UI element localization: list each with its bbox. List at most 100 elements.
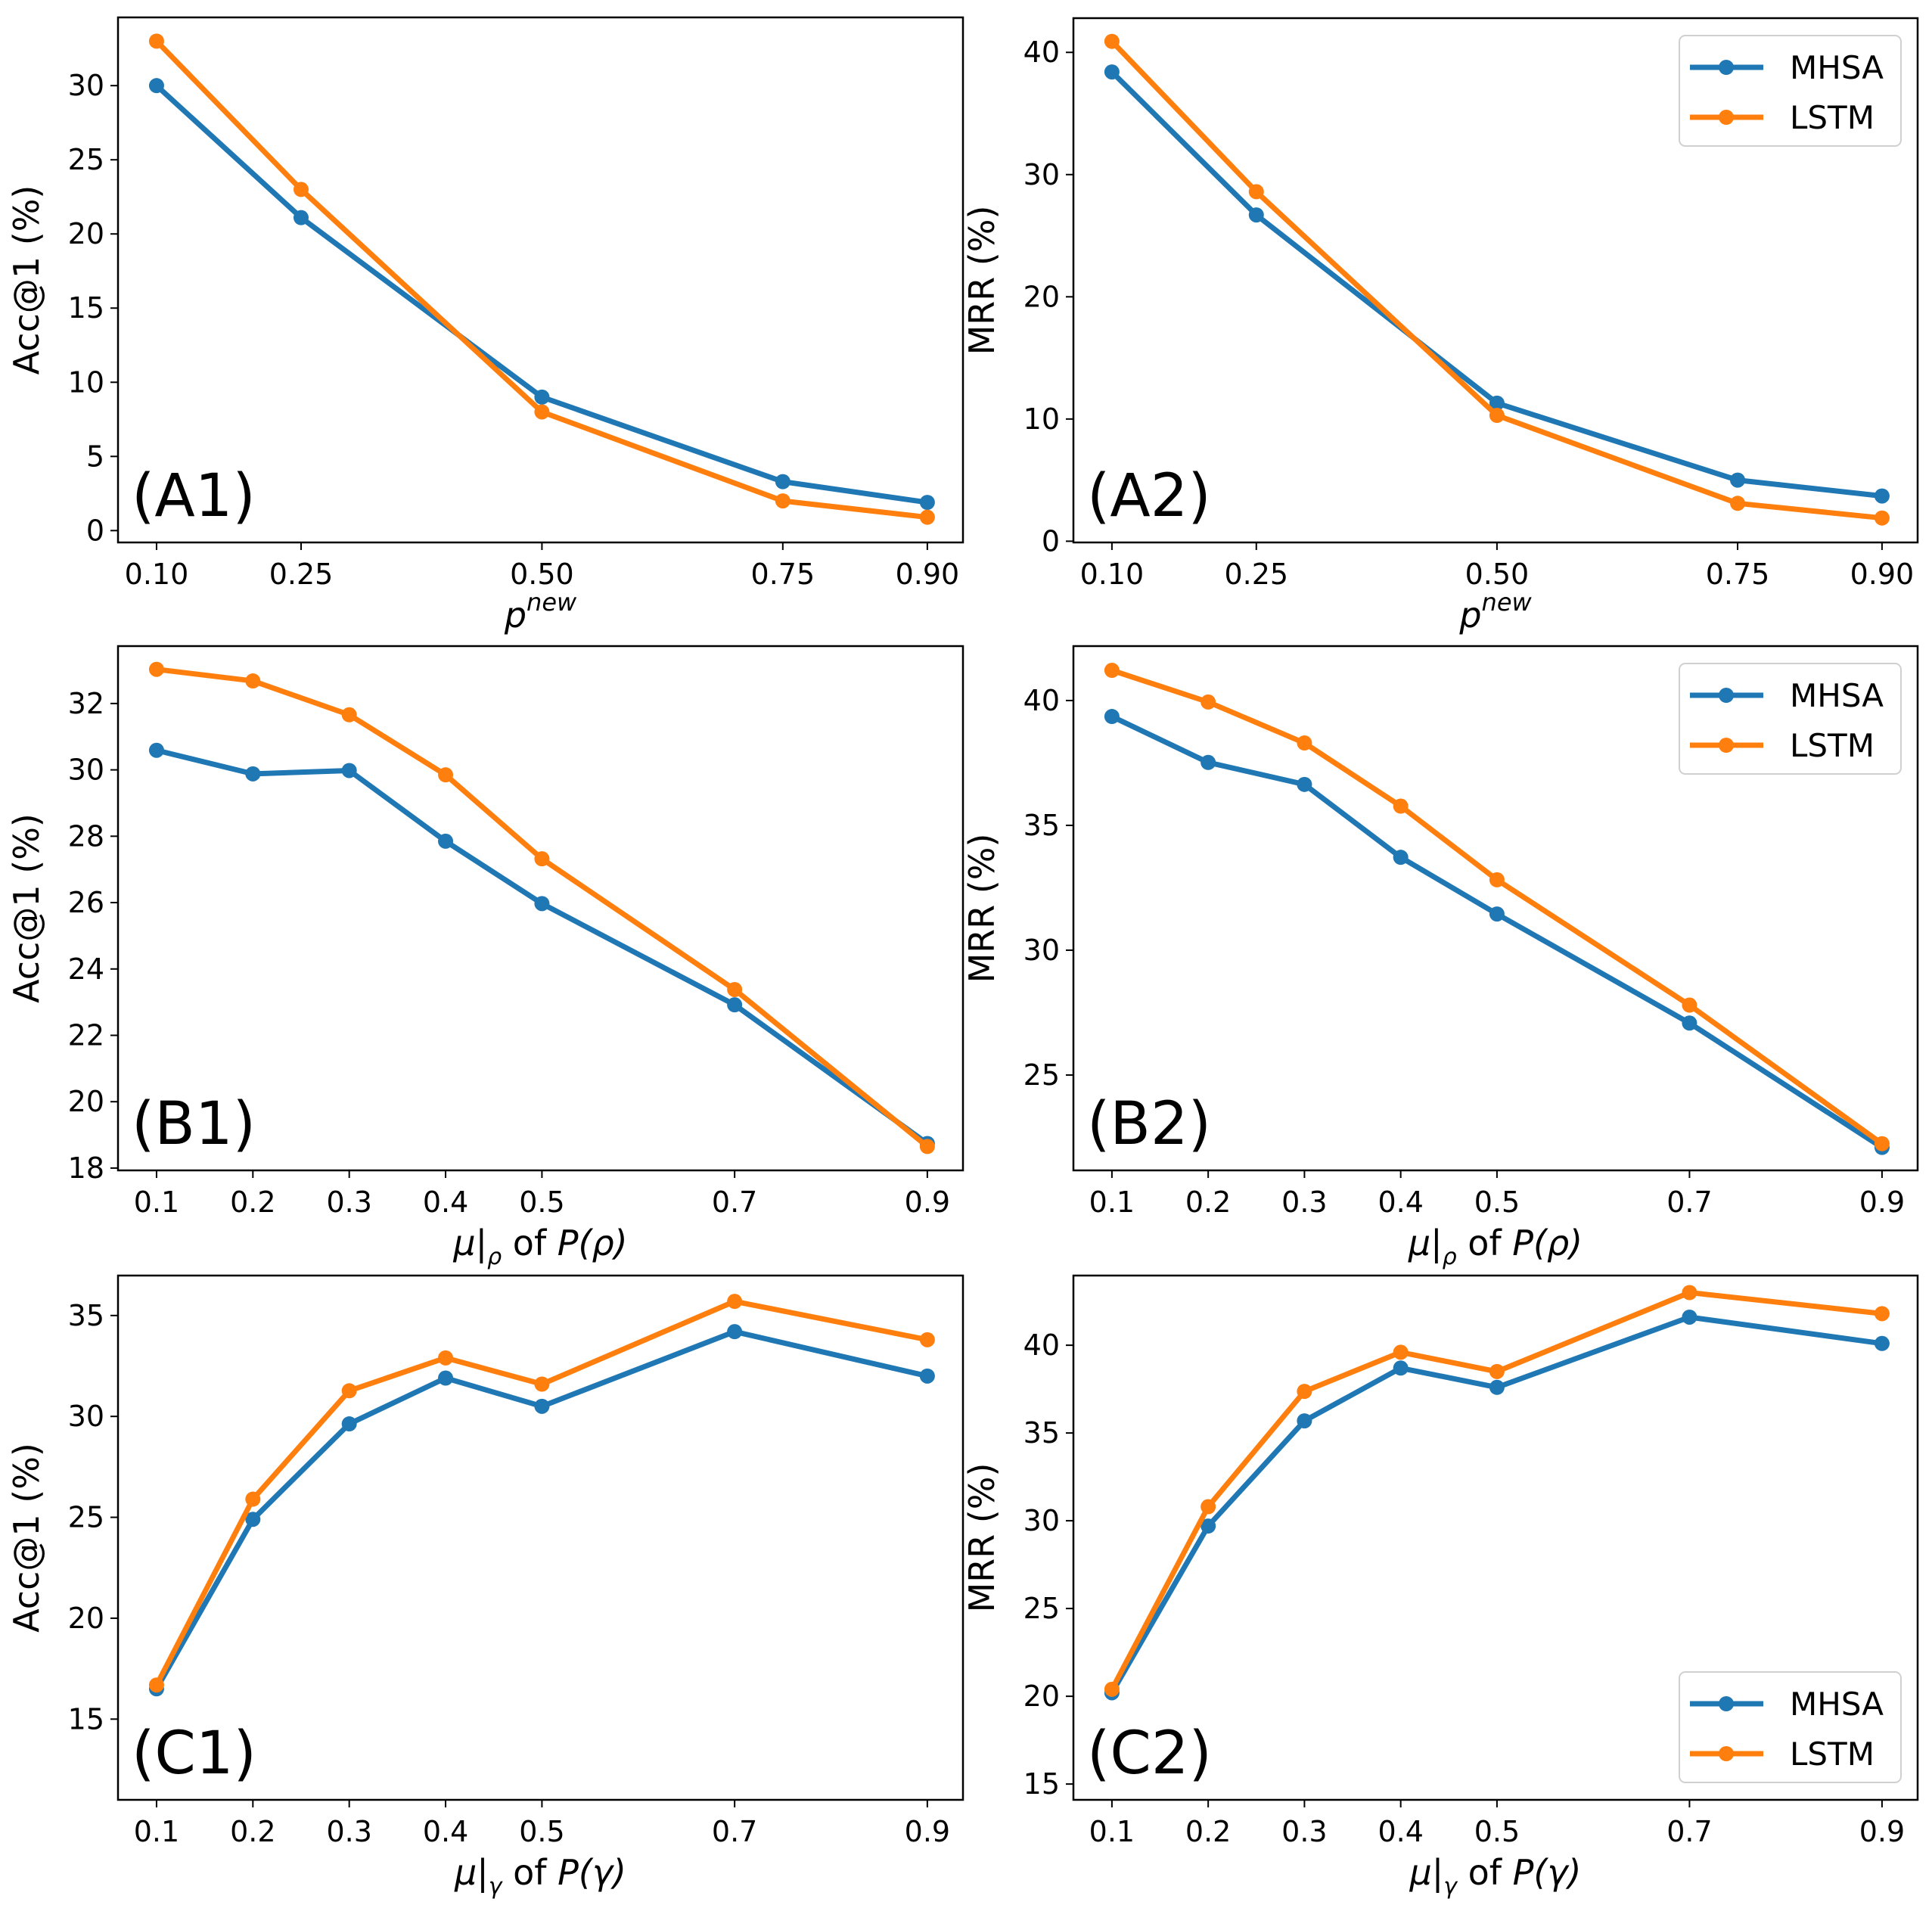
data-point-mhsa [341, 763, 357, 778]
data-point-lstm [534, 1376, 550, 1392]
data-point-lstm [534, 404, 550, 420]
y-axis-label: Acc@1 (%) [6, 1443, 47, 1633]
y-tick-label: 40 [1023, 684, 1060, 717]
y-tick-label: 15 [68, 291, 104, 325]
data-point-lstm [1104, 663, 1120, 679]
legend-label-mhsa: MHSA [1790, 1686, 1884, 1723]
legend: MHSA LSTM [1679, 1671, 1902, 1783]
y-tick-label: 20 [68, 1602, 104, 1635]
data-point-lstm [1248, 184, 1264, 200]
data-point-mhsa [775, 474, 791, 489]
panel-b2: 25 30 35 40 0.1 0.2 0.3 0.4 0.5 0.7 0.9 (B2) MRR (%)… [961, 645, 1919, 1270]
x-axis-label-p: P [1513, 1852, 1534, 1893]
x-axis-label-bar: | [476, 1223, 488, 1264]
data-point-mhsa [438, 833, 454, 849]
data-point-mhsa [1248, 207, 1264, 223]
panel-label: (C1) [132, 1720, 256, 1788]
x-tick-label: 0.9 [1859, 1186, 1905, 1219]
x-axis-label-bar: | [477, 1852, 489, 1894]
y-tick-label: 24 [68, 952, 104, 986]
x-tick-label: 0.1 [134, 1815, 179, 1848]
data-point-lstm [919, 1139, 935, 1154]
data-point-lstm [1297, 735, 1312, 751]
x-axis-label-mid: of [1457, 1223, 1513, 1263]
data-point-lstm [1201, 1499, 1216, 1515]
x-tick-label: 0.5 [1474, 1815, 1520, 1848]
x-axis-label-mu: μ [452, 1223, 475, 1263]
data-point-mhsa [1104, 709, 1120, 725]
x-tick-label: 0.7 [712, 1186, 757, 1219]
y-tick-label: 30 [68, 1400, 104, 1433]
data-point-lstm [1874, 1136, 1890, 1151]
x-tick-label: 0.10 [1080, 558, 1145, 591]
y-tick-label: 0 [86, 514, 104, 547]
axes-frame [1072, 17, 1919, 544]
x-tick-label: 0.5 [519, 1815, 564, 1848]
data-point-mhsa [1874, 488, 1890, 504]
x-axis-label-arg: (ρ) [1533, 1223, 1583, 1263]
y-tick-label: 40 [1023, 36, 1060, 69]
data-point-mhsa [148, 742, 164, 758]
data-point-lstm [1730, 496, 1746, 511]
x-tick-label: 0.9 [905, 1815, 950, 1848]
y-tick-label: 30 [1023, 934, 1060, 967]
x-axis-label-mu: μ [1409, 1852, 1431, 1893]
data-point-lstm [1874, 510, 1890, 526]
y-axis-label: MRR (%) [961, 206, 1002, 356]
x-axis-label: pnew [504, 588, 577, 636]
data-point-mhsa [245, 766, 261, 782]
y-tick-label: 30 [68, 754, 104, 787]
y-tick-label: 28 [68, 819, 104, 853]
x-tick-label: 0.25 [269, 558, 334, 591]
data-point-mhsa [1104, 64, 1120, 80]
panel-label: (A2) [1087, 462, 1211, 530]
panel-label: (B2) [1087, 1090, 1211, 1158]
legend-marker-mhsa [1719, 60, 1734, 75]
data-point-lstm [293, 182, 309, 197]
legend-label-lstm: LSTM [1790, 727, 1875, 764]
axes-frame [1072, 1274, 1919, 1801]
x-axis-label-arg: (ρ) [579, 1223, 628, 1263]
x-axis-label-mu: μ [454, 1852, 477, 1893]
legend-label-mhsa: MHSA [1790, 677, 1884, 714]
data-point-mhsa [534, 389, 550, 405]
x-tick-label: 0.4 [423, 1186, 468, 1219]
legend-label-lstm: LSTM [1790, 1736, 1875, 1773]
x-tick-label: 0.4 [1378, 1815, 1423, 1848]
data-point-lstm [1489, 408, 1505, 423]
y-axis-label: MRR (%) [961, 1463, 1002, 1613]
legend: MHSA LSTM [1679, 663, 1902, 775]
x-tick-label: 0.2 [230, 1186, 275, 1219]
x-tick-label: 0.3 [1281, 1815, 1327, 1848]
data-point-mhsa [1730, 472, 1746, 488]
y-tick-label: 30 [68, 69, 104, 102]
data-point-mhsa [1489, 906, 1505, 922]
x-tick-label: 0.7 [1666, 1815, 1712, 1848]
data-point-mhsa [1393, 850, 1409, 865]
panel-label: (B1) [132, 1090, 256, 1158]
data-point-lstm [1104, 33, 1120, 49]
legend-marker-lstm [1719, 1746, 1734, 1761]
y-tick-label: 30 [1023, 1504, 1060, 1537]
y-tick-label: 25 [68, 1501, 104, 1534]
x-tick-label: 0.5 [519, 1186, 564, 1219]
y-tick-label: 25 [68, 143, 104, 176]
data-point-lstm [1297, 1384, 1312, 1400]
x-axis-label-arg: (γ) [579, 1852, 626, 1893]
data-point-lstm [148, 33, 164, 49]
x-tick-label: 0.90 [1850, 558, 1915, 591]
y-tick-label: 25 [1023, 1592, 1060, 1625]
x-axis-label-p: P [1512, 1223, 1533, 1263]
data-point-mhsa [341, 1416, 357, 1432]
x-tick-label: 0.25 [1224, 558, 1288, 591]
axes-frame [116, 645, 964, 1172]
x-axis-label-sup: new [1482, 588, 1533, 617]
x-tick-label: 0.7 [712, 1815, 757, 1848]
data-point-mhsa [727, 1324, 743, 1340]
x-tick-label: 0.10 [125, 558, 189, 591]
x-tick-label: 0.1 [1089, 1186, 1135, 1219]
data-point-mhsa [1489, 395, 1505, 411]
y-tick-label: 20 [1023, 1680, 1060, 1713]
y-tick-label: 20 [1023, 280, 1060, 313]
x-axis-label-mid: of [1457, 1852, 1513, 1893]
